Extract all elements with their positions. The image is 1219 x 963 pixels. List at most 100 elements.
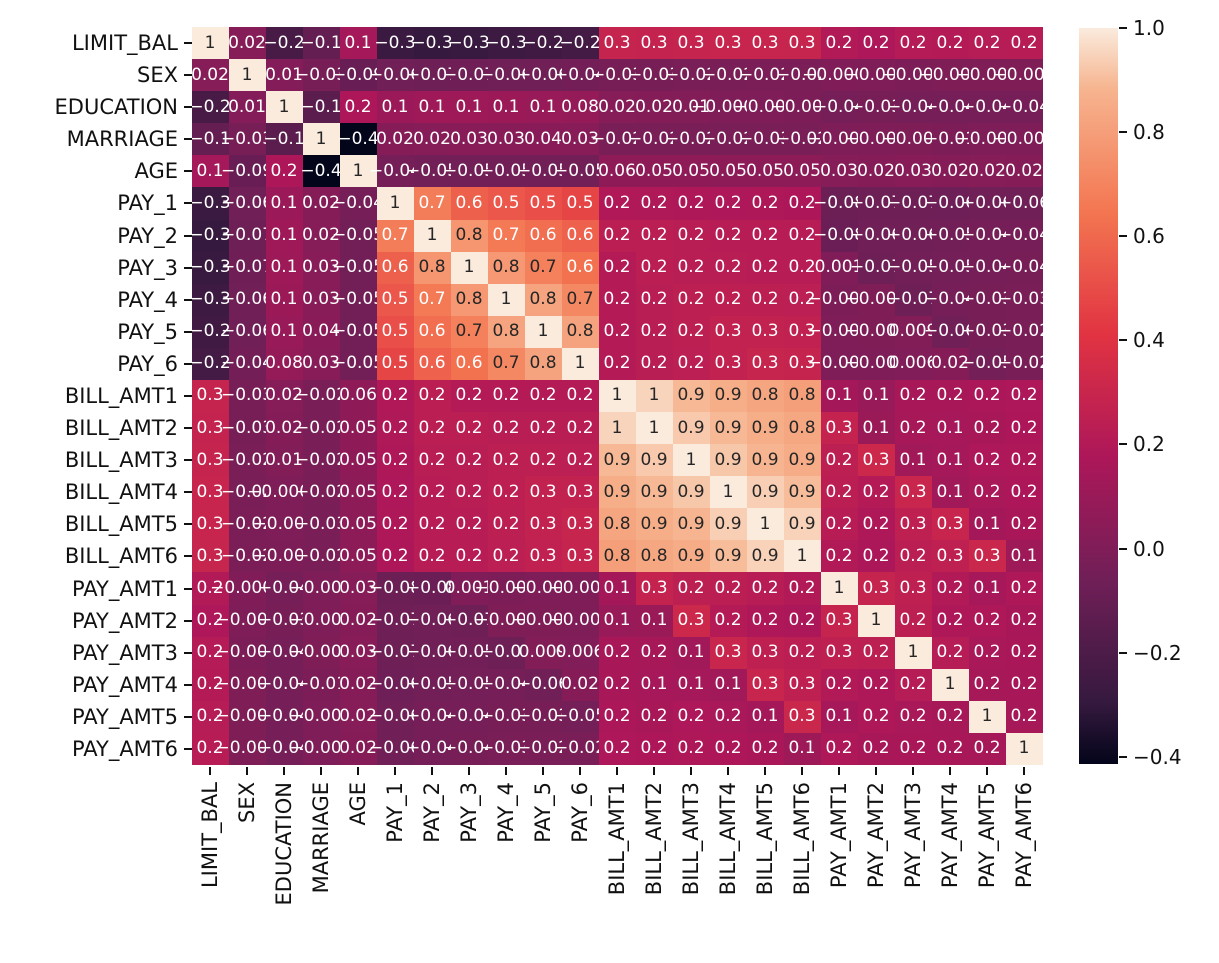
heatmap-cell: −0.0002 <box>210 572 284 605</box>
heatmap-cell: 0.04 <box>524 123 562 156</box>
heatmap-cell: 0.05 <box>635 155 673 188</box>
heatmap-cell: 0.2 <box>487 540 525 573</box>
heatmap-cell: 0.2 <box>450 379 488 413</box>
cell-annotation: 0.1 <box>936 417 964 438</box>
y-tick-label: PAY_AMT5 <box>71 704 178 729</box>
cell-annotation: 0.1 <box>862 385 890 406</box>
colorbar-tick-label: 0.4 <box>1133 328 1165 353</box>
cell-annotation: −0.002 <box>474 610 538 631</box>
heatmap-cell: 0.2 <box>672 187 710 220</box>
cell-annotation: 0.6 <box>566 225 594 246</box>
cell-annotation: −0.001 <box>215 610 279 631</box>
heatmap-cell: −0.04 <box>332 187 384 220</box>
heatmap-cell: −0.05 <box>443 636 495 669</box>
heatmap-cell: 0.3 <box>820 604 858 637</box>
heatmap-cell: −0.009 <box>882 59 944 92</box>
y-tick-label: AGE <box>134 159 178 184</box>
heatmap-cell: −0.004 <box>290 636 352 669</box>
y-tick-label: BILL_AMT2 <box>64 416 178 441</box>
y-tick-mark <box>183 587 192 590</box>
heatmap-cell: −0.06 <box>480 59 532 92</box>
heatmap-cell: −0.05 <box>443 155 495 188</box>
cell-annotation: 0.2 <box>640 738 668 759</box>
heatmap-cell: 0.8 <box>487 315 525 348</box>
cell-annotation: −0.04 <box>479 674 533 695</box>
heatmap-cell: −0.02 <box>554 732 606 765</box>
heatmap-cell: −0.04 <box>998 251 1050 284</box>
x-tick-mark <box>431 767 433 775</box>
cell-annotation: 0.08 <box>561 96 599 117</box>
cell-annotation: 0.3 <box>529 513 557 534</box>
heatmap-cell: 0.05 <box>339 444 377 477</box>
heatmap-cell: 0.2 <box>672 572 710 605</box>
heatmap-cell: −0.06 <box>369 732 421 765</box>
cell-annotation: −0.07 <box>886 192 940 213</box>
heatmap-cell: −0.003 <box>512 604 574 637</box>
heatmap-cell: −0.06 <box>924 315 976 348</box>
heatmap-cell: 0.2 <box>709 700 747 733</box>
heatmap-cell: −0.02 <box>221 540 273 573</box>
cell-annotation: −0.04 <box>960 225 1014 246</box>
cell-annotation: 0.3 <box>973 545 1001 566</box>
heatmap-cell: 0.2 <box>487 379 525 413</box>
heatmap-cell: 0.8 <box>450 283 488 316</box>
heatmap-cell: −0.05 <box>406 668 458 701</box>
heatmap-cell: 0.2 <box>931 27 969 60</box>
heatmap-cell: −0.02 <box>702 123 754 156</box>
heatmap-cell: −0.03 <box>517 700 569 733</box>
y-tick-label: BILL_AMT1 <box>64 384 178 408</box>
cell-annotation: −0.2 <box>189 353 231 374</box>
heatmap-cell: −0.03 <box>739 123 791 156</box>
cell-annotation: −0.06 <box>405 610 459 631</box>
cell-annotation: 0.1 <box>529 96 557 117</box>
cell-annotation: 1 <box>426 225 438 246</box>
heatmap-cell: 0.2 <box>857 732 895 765</box>
cell-annotation: −0.07 <box>886 289 940 310</box>
heatmap-cell: 0.2 <box>968 604 1006 637</box>
cell-annotation: 0.2 <box>529 417 557 438</box>
heatmap-cell: −0.02 <box>702 59 754 92</box>
heatmap-cell: 0.05 <box>709 155 747 188</box>
cell-annotation: 0.03 <box>487 128 525 149</box>
cell-annotation: 0.2 <box>936 32 964 53</box>
heatmap-cell: 0.9 <box>709 508 747 541</box>
heatmap-cell: 0.2 <box>672 347 710 380</box>
x-tick-mark <box>542 767 544 775</box>
heatmap-cell: 0.2 <box>820 540 858 573</box>
cell-annotation: −0.04 <box>886 96 940 117</box>
heatmap-cell: 0.5 <box>524 187 562 220</box>
cell-annotation: −0.1 <box>189 128 231 149</box>
heatmap-cell: −0.03 <box>480 732 532 765</box>
cell-annotation: −0.07 <box>368 610 422 631</box>
cell-annotation: 0.3 <box>677 610 705 631</box>
heatmap-cell: 0.2 <box>709 732 747 765</box>
y-tick-label: PAY_2 <box>117 223 178 248</box>
heatmap-cell: 0.02 <box>598 91 636 124</box>
heatmap-cell: −0.005 <box>845 347 907 380</box>
cell-annotation: 0.9 <box>677 481 705 502</box>
heatmap-cell: −0.03 <box>295 59 347 92</box>
x-tick-label: BILL_AMT2 <box>642 782 666 895</box>
heatmap-cell: 0.5 <box>487 187 525 220</box>
heatmap-cell: −0.02 <box>221 476 273 509</box>
heatmap-cell: 0.1 <box>857 379 895 413</box>
heatmap-cell: 0.2 <box>783 219 821 252</box>
heatmap-cell: 1 <box>820 572 858 605</box>
heatmap-cell: −0.02 <box>295 476 347 509</box>
cell-annotation: 0.05 <box>339 545 377 566</box>
heatmap-cell: 0.03 <box>487 123 525 156</box>
x-tick-mark <box>209 767 211 775</box>
heatmap-cell: 0.2 <box>598 347 636 380</box>
cell-annotation: −0.008 <box>289 610 353 631</box>
x-tick-label-text: PAY_AMT5 <box>975 782 999 889</box>
heatmap-cell: 0.006 <box>889 347 937 380</box>
cell-annotation: 1 <box>907 642 919 663</box>
cell-annotation: 0.1 <box>862 417 890 438</box>
cell-annotation: 0.1 <box>825 385 853 406</box>
cell-annotation: 0.2 <box>1010 32 1038 53</box>
x-tick-label-text: BILL_AMT2 <box>642 782 666 896</box>
x-tick-label-text: AGE <box>346 782 370 826</box>
x-tick-label: BILL_AMT5 <box>753 782 777 895</box>
y-tick-label: EDUCATION <box>54 95 178 120</box>
heatmap-cell: −0.002 <box>956 59 1018 92</box>
